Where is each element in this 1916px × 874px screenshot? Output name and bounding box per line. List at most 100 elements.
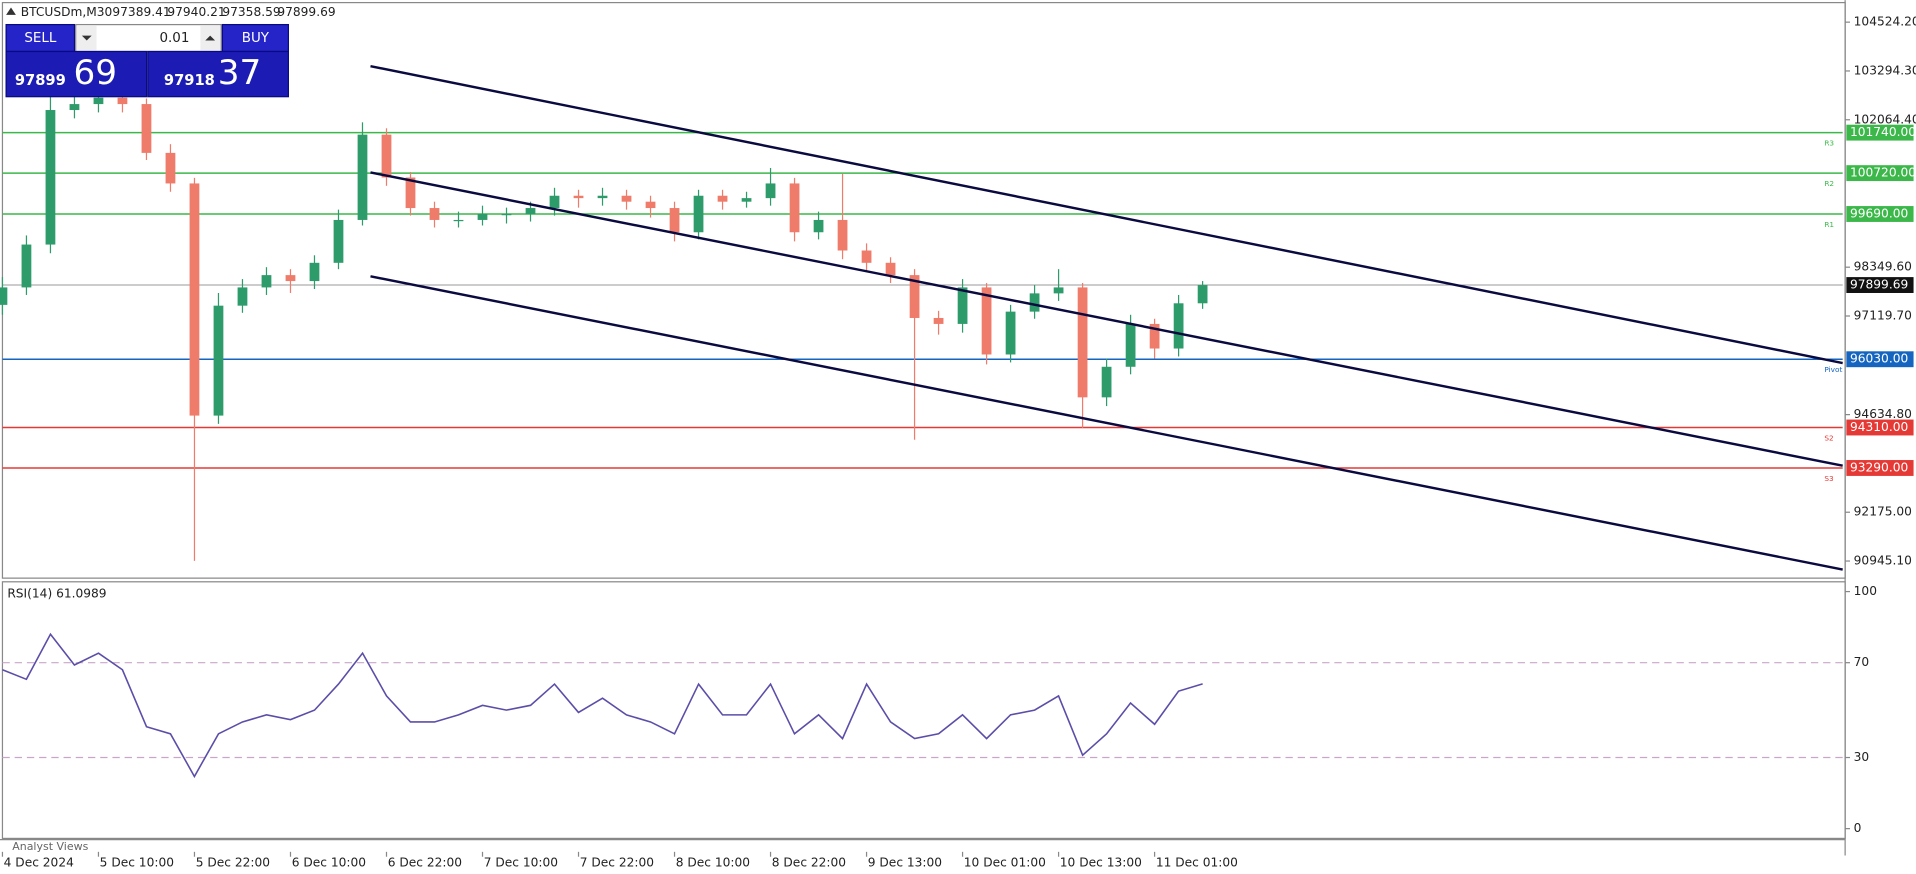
candle-body — [1173, 303, 1184, 349]
candle-body — [141, 104, 152, 153]
y-tick-label: 103294.30 — [1854, 63, 1916, 77]
candle-body — [1077, 287, 1088, 398]
candle-body — [0, 287, 8, 305]
x-tick-label: 5 Dec 22:00 — [196, 855, 270, 869]
level-label: 99690.00 — [1850, 206, 1908, 220]
candle-body — [501, 213, 512, 216]
candle-body — [717, 195, 728, 202]
candle-body — [1053, 287, 1064, 294]
candle-body — [765, 183, 776, 199]
y-tick-label: 100 — [1854, 584, 1877, 598]
candle-body — [837, 219, 848, 251]
sell-button[interactable] — [5, 23, 76, 53]
level-name: Pivot — [1824, 365, 1842, 374]
y-tick-label: 0 — [1854, 821, 1862, 835]
level-box — [1846, 165, 1914, 182]
x-tick-label: 9 Dec 13:00 — [868, 855, 942, 869]
candle-body — [93, 97, 104, 105]
ohlc-value: 97940.21 — [167, 5, 225, 19]
candle-body — [237, 287, 248, 306]
y-tick-label: 92175.00 — [1854, 505, 1912, 519]
trendline — [370, 64, 1843, 365]
buy-label: BUY — [242, 31, 270, 46]
candle-body — [333, 219, 344, 263]
level-label: 94310.00 — [1850, 420, 1908, 434]
ohlc-value: 97899.69 — [277, 5, 335, 19]
candle-body — [861, 250, 872, 263]
y-tick-label: 98349.60 — [1854, 260, 1912, 274]
candle-body — [381, 134, 392, 178]
rsi-title: RSI(14) 61.0989 — [7, 587, 106, 601]
trendline — [370, 275, 1843, 571]
candle-body — [117, 97, 128, 105]
level-name: R3 — [1824, 139, 1834, 148]
level-box — [1846, 460, 1914, 476]
lot-box[interactable] — [75, 23, 222, 53]
y-tick-label: 90945.10 — [1854, 554, 1912, 568]
arrow-up — [205, 35, 216, 41]
current-price-label: 97899.69 — [1850, 278, 1908, 292]
candle-body — [525, 208, 536, 214]
candle-body — [669, 208, 680, 233]
candle-body — [405, 177, 416, 209]
x-tick-label: 10 Dec 01:00 — [964, 855, 1046, 869]
level-name: S3 — [1824, 474, 1834, 483]
candle-body — [909, 275, 920, 318]
candle-body — [813, 219, 824, 233]
x-tick-label: 8 Dec 22:00 — [772, 855, 846, 869]
candle-body — [741, 198, 752, 202]
level-box — [1846, 206, 1914, 222]
x-tick-label: 6 Dec 22:00 — [388, 855, 462, 869]
candle-body — [429, 208, 440, 220]
x-tick-label: 6 Dec 10:00 — [292, 855, 366, 869]
level-label: 93290.00 — [1850, 460, 1908, 474]
candle-body — [549, 195, 560, 209]
level-box — [1846, 419, 1914, 436]
collapse-icon[interactable] — [6, 7, 16, 15]
candle-body — [885, 262, 896, 276]
candle-body — [645, 201, 656, 209]
plot: 104524.20 103294.30 102064.40 98349.60 97119… — [0, 15, 1916, 869]
bid-small: 69 — [74, 53, 118, 93]
current-price-box — [1846, 277, 1914, 293]
candle-body — [165, 152, 176, 184]
candle-body — [1101, 366, 1112, 398]
y-tick-label: 30 — [1854, 750, 1870, 764]
lot-value: 0.01 — [159, 31, 189, 46]
candle-body — [21, 244, 32, 288]
candle-body — [933, 317, 944, 324]
footer-tab[interactable]: Analyst Views — [12, 840, 88, 853]
candle-body — [1125, 323, 1136, 367]
ohlc-value: 97358.59 — [222, 5, 280, 19]
candle-body — [1149, 323, 1160, 349]
candle-body — [597, 195, 608, 199]
candle-body — [693, 195, 704, 233]
y-tick-label: 102064.40 — [1854, 112, 1916, 126]
x-tick-label: 10 Dec 13:00 — [1060, 855, 1142, 869]
candle-body — [285, 275, 296, 282]
candle-body — [573, 195, 584, 199]
candle-body — [1005, 311, 1016, 355]
candle-body — [621, 195, 632, 202]
trendline — [370, 171, 1843, 467]
level-label: 100720.00 — [1850, 166, 1916, 180]
ask-box[interactable] — [147, 50, 289, 98]
level-label: 101740.00 — [1850, 125, 1916, 139]
candle-body — [357, 134, 368, 220]
candle-body — [45, 110, 56, 245]
ask-main: 97918 — [164, 72, 215, 89]
level-box — [1846, 351, 1914, 368]
candle-body — [69, 104, 80, 111]
arrow-down — [81, 35, 92, 41]
bid-box[interactable] — [5, 50, 148, 98]
trade-panel: SELL 0.01 BUY 97899 69 97918 37 — [5, 23, 289, 98]
candle-body — [1029, 293, 1040, 312]
level-name: R2 — [1824, 179, 1834, 188]
candle-body — [189, 183, 200, 416]
bid-main: 97899 — [15, 72, 66, 89]
candle-body — [957, 287, 968, 324]
x-tick-label: 7 Dec 22:00 — [580, 855, 654, 869]
sell-label: SELL — [24, 31, 57, 46]
